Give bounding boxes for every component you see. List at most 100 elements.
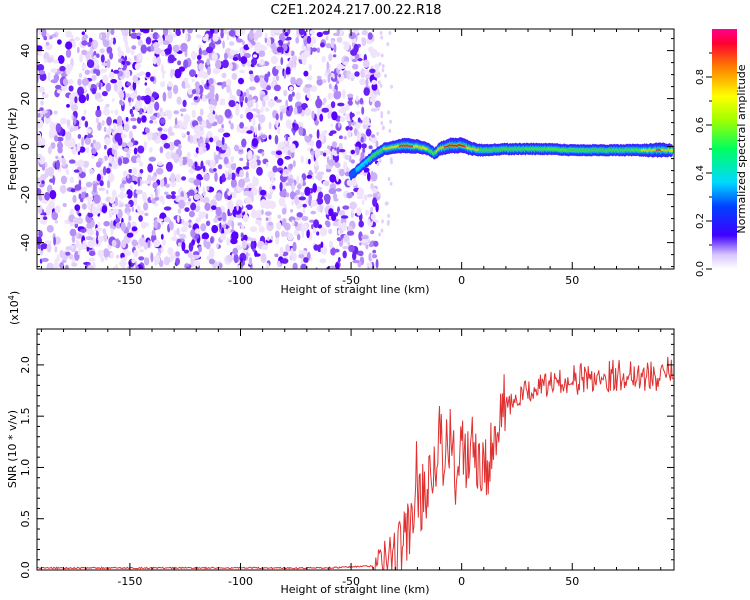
noise-blob [123,147,130,153]
noise-blob [294,221,298,227]
noise-blob [178,233,186,239]
noise-blob [346,230,355,236]
noise-blob [298,196,306,201]
noise-blob [219,98,226,104]
noise-blob [121,142,127,148]
noise-blob [124,69,131,79]
noise-blob [77,226,85,230]
noise-blob [247,190,254,199]
noise-blob [368,46,374,53]
noise-blob [188,242,194,252]
noise-blob [143,242,148,250]
noise-blob [279,105,287,109]
noise-blob [49,121,56,131]
noise-blob [226,254,233,263]
noise-blob [170,173,176,183]
noise-blob [292,122,296,128]
noise-blob [207,92,215,100]
noise-blob [221,173,226,183]
noise-blob [206,131,213,138]
noise-blob [87,41,92,48]
noise-blob [154,196,160,201]
noise-blob [304,186,311,196]
noise-blob [226,147,231,157]
noise-blob [242,40,245,46]
noise-blob [97,235,105,243]
snr-y-ticks: 0.0 0.5 1.0 1.5 2.0 [19,333,674,579]
noise-blob [387,219,390,224]
noise-blob [122,170,128,177]
noise-blob [194,96,198,100]
noise-blob [164,191,169,196]
noise-blob [292,160,296,168]
noise-blob [178,199,186,209]
noise-blob [252,108,259,112]
noise-blob [319,171,325,176]
noise-blob [126,141,134,148]
noise-blob [239,129,246,134]
noise-blob [379,31,383,35]
noise-blob [333,90,342,100]
noise-blob [200,223,207,232]
noise-blob [244,196,252,205]
noise-blob [199,142,206,148]
noise-blob [212,68,220,75]
noise-blob [213,168,217,172]
noise-blob [84,120,89,128]
noise-blob [342,245,349,250]
noise-blob [285,135,289,142]
noise-blob [50,68,58,73]
noise-blob [355,120,361,130]
noise-blob [348,244,355,253]
noise-blob [374,100,381,109]
noise-blob [270,235,274,241]
noise-blob [201,79,205,87]
noise-blob [316,75,322,80]
noise-blob [103,108,110,116]
noise-blob [165,194,173,200]
noise-blob [277,260,281,268]
noise-blob [320,42,325,48]
noise-blob [211,225,219,234]
noise-blob [85,147,90,154]
noise-blob [360,151,365,161]
noise-blob [306,43,314,48]
noise-blob [81,78,89,86]
snr-y-multiplier: (x104) [7,291,21,325]
noise-blob [125,46,131,54]
noise-blob [253,113,257,119]
noise-blob [291,91,295,97]
noise-blob [281,148,286,154]
noise-blob [106,58,111,69]
noise-blob [38,85,44,93]
noise-blob [40,100,44,106]
noise-blob [331,141,338,148]
noise-blob [252,117,256,127]
noise-blob [41,192,45,200]
noise-blob [108,154,113,163]
noise-blob [187,158,194,168]
noise-blob [386,42,390,47]
noise-blob [336,173,339,182]
noise-blob [223,29,228,35]
noise-blob [192,78,195,83]
noise-blob [365,78,369,88]
noise-blob [270,55,279,65]
noise-blob [239,114,244,119]
noise-blob [328,240,334,249]
noise-blob [299,249,303,255]
noise-blob [209,104,214,114]
noise-blob [131,113,134,118]
noise-blob [277,214,282,219]
noise-blob [102,39,110,48]
noise-blob [95,161,102,168]
noise-blob [191,89,197,95]
noise-blob [246,100,254,108]
snr-y-label: SNR (10 * v/v) [6,410,19,488]
noise-blob [59,65,66,72]
noise-blob [175,29,181,36]
noise-blob [217,128,225,133]
noise-blob [335,80,340,84]
noise-blob [65,246,73,251]
noise-blob [268,134,272,140]
